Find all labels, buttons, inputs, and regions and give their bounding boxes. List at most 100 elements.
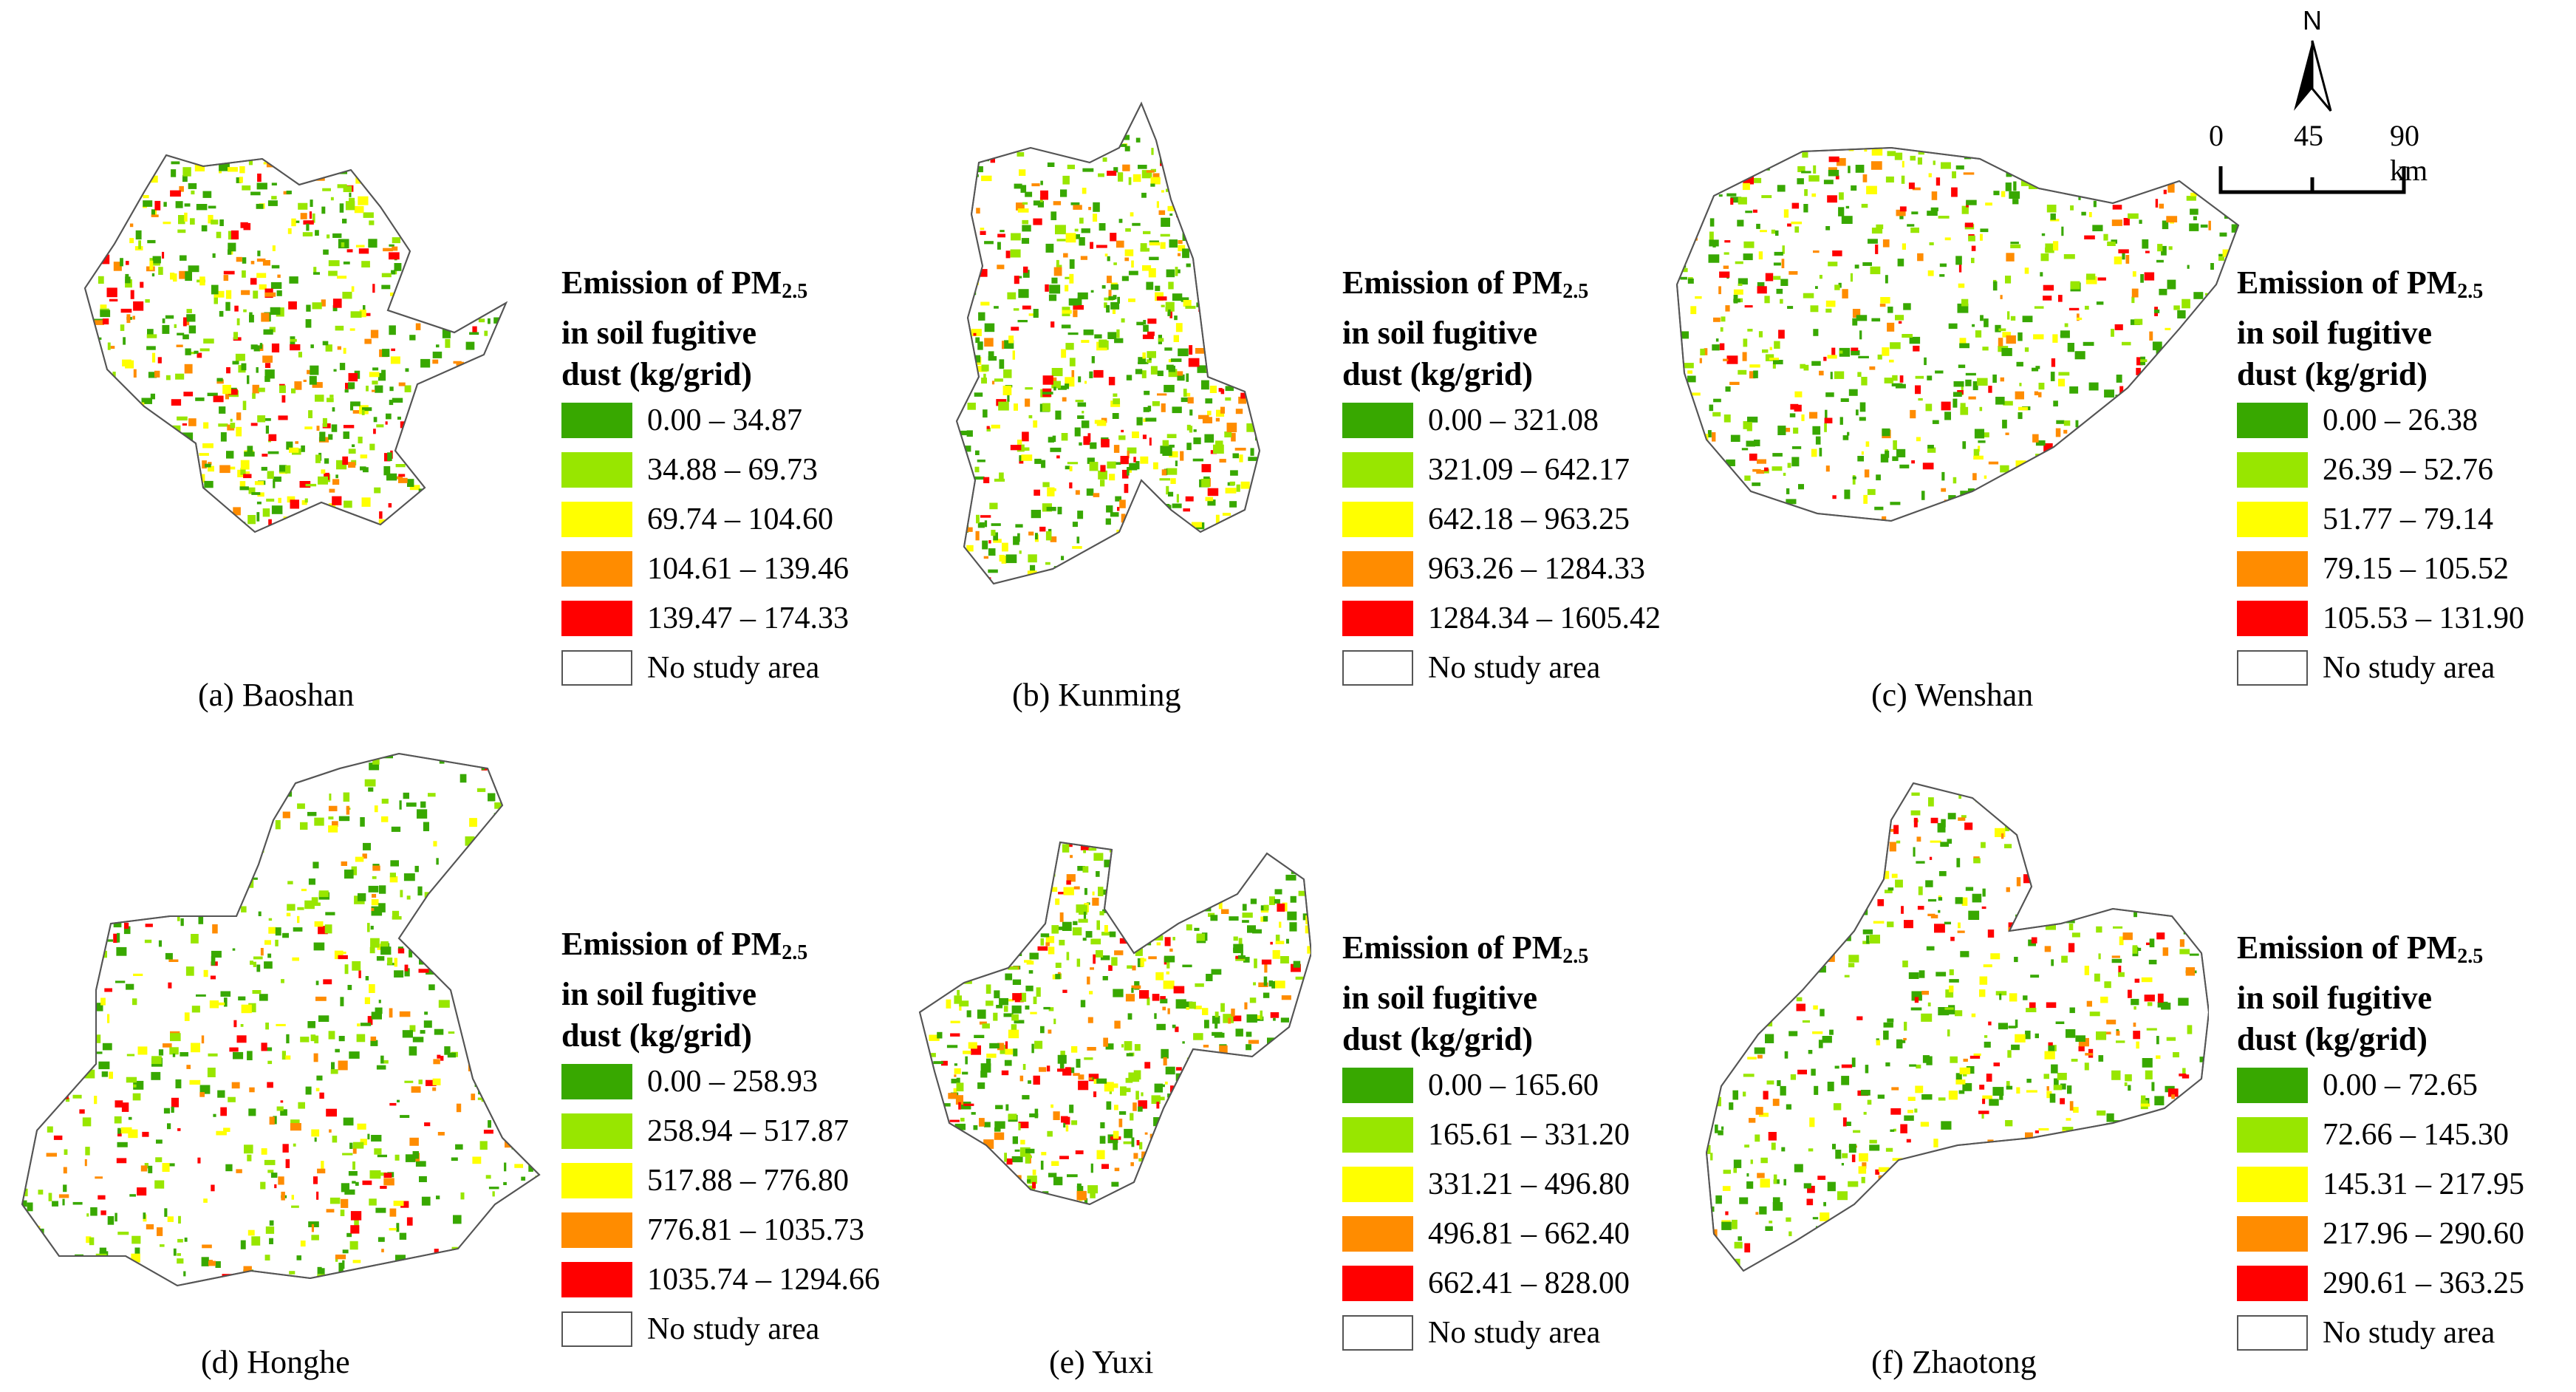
- legend-range: 1284.34 – 1605.42: [1428, 601, 1661, 635]
- legend-title: Emission of PM2.5 in soil fugitive dust (k…: [2237, 929, 2484, 1057]
- legend-swatch: [2237, 1116, 2308, 1153]
- legend-item-class-1: 0.00 – 72.65: [2237, 1060, 2576, 1110]
- legend-zhaotong: Emission of PM2.5 in soil fugitive dust (k…: [2237, 927, 2576, 1357]
- legend-range: 642.18 – 963.25: [1428, 502, 1630, 536]
- legend-swatch-empty: [2237, 1314, 2308, 1351]
- legend-baoshan: Emission of PM2.5 in soil fugitive dust (k…: [561, 262, 975, 692]
- legend-item-class-2: 258.94 – 517.87: [561, 1106, 975, 1156]
- legend-range: 34.88 – 69.73: [647, 452, 818, 487]
- legend-range: 0.00 – 34.87: [647, 403, 802, 437]
- legend-title: Emission of PM2.5 in soil fugitive dust (k…: [1342, 265, 1589, 392]
- legend-range: 331.21 – 496.80: [1428, 1167, 1630, 1201]
- legend-item-class-2: 321.09 – 642.17: [1342, 445, 1756, 494]
- legend-swatch: [561, 402, 632, 438]
- legend-range: 258.94 – 517.87: [647, 1113, 849, 1148]
- legend-swatch: [561, 550, 632, 587]
- legend-range: 217.96 – 290.60: [2323, 1216, 2524, 1251]
- scale-label-90: 90 km: [2390, 119, 2428, 187]
- caption-kunming: (b) Kunming: [1012, 677, 1181, 713]
- legend-no-study-label: No study area: [2323, 1315, 2495, 1350]
- legend-swatch: [2237, 600, 2308, 636]
- legend-range: 321.09 – 642.17: [1428, 452, 1630, 487]
- legend-range: 0.00 – 165.60: [1428, 1068, 1599, 1102]
- legend-title: Emission of PM2.5 in soil fugitive dust (k…: [2237, 265, 2484, 392]
- legend-title: Emission of PM2.5 in soil fugitive dust (k…: [561, 926, 808, 1054]
- legend-range: 290.61 – 363.25: [2323, 1266, 2524, 1300]
- legend-swatch-empty: [2237, 649, 2308, 686]
- legend-swatch: [1342, 1166, 1413, 1202]
- legend-item-class-3: 51.77 – 79.14: [2237, 494, 2576, 544]
- map-wenshan: [1675, 146, 2240, 522]
- legend-item-class-3: 331.21 – 496.80: [1342, 1159, 1756, 1209]
- legend-range: 79.15 – 105.52: [2323, 551, 2509, 586]
- legend-no-study-label: No study area: [1428, 650, 1601, 685]
- legend-item-class-5: 139.47 – 174.33: [561, 593, 975, 643]
- legend-item-class-5: 105.53 – 131.90: [2237, 593, 2576, 643]
- legend-range: 0.00 – 72.65: [2323, 1068, 2478, 1102]
- legend-swatch: [2237, 1166, 2308, 1202]
- legend-item-class-3: 517.88 – 776.80: [561, 1156, 975, 1205]
- legend-wenshan: Emission of PM2.5 in soil fugitive dust (k…: [2237, 262, 2576, 692]
- scale-label-0: 0: [2209, 119, 2224, 152]
- legend-item-no-study-area: No study area: [561, 643, 975, 692]
- legend-kunming: Emission of PM2.5 in soil fugitive dust (k…: [1342, 262, 1756, 692]
- legend-swatch-empty: [561, 1311, 632, 1347]
- legend-item-class-5: 290.61 – 363.25: [2237, 1258, 2576, 1308]
- legend-swatch: [2237, 451, 2308, 488]
- legend-range: 69.74 – 104.60: [647, 502, 833, 536]
- legend-item-no-study-area: No study area: [561, 1304, 975, 1354]
- legend-range: 0.00 – 321.08: [1428, 403, 1599, 437]
- legend-range: 662.41 – 828.00: [1428, 1266, 1630, 1300]
- legend-no-study-label: No study area: [647, 1311, 820, 1346]
- map-yuxi: [918, 841, 1311, 1206]
- legend-swatch: [1342, 402, 1413, 438]
- legend-swatch-empty: [561, 649, 632, 686]
- map-honghe: [21, 752, 541, 1287]
- legend-range: 496.81 – 662.40: [1428, 1216, 1630, 1251]
- legend-swatch: [1342, 1215, 1413, 1252]
- legend-title: Emission of PM2.5 in soil fugitive dust (k…: [1342, 929, 1589, 1057]
- caption-zhaotong: (f) Zhaotong: [1871, 1344, 2037, 1380]
- caption-yuxi: (e) Yuxi: [1049, 1344, 1154, 1380]
- legend-item-class-1: 0.00 – 258.93: [561, 1057, 975, 1106]
- legend-swatch: [2237, 402, 2308, 438]
- legend-swatch: [1342, 600, 1413, 636]
- legend-yuxi: Emission of PM2.5 in soil fugitive dust (k…: [1342, 927, 1756, 1357]
- legend-range: 1035.74 – 1294.66: [647, 1262, 880, 1297]
- legend-range: 165.61 – 331.20: [1428, 1117, 1630, 1152]
- legend-item-class-4: 496.81 – 662.40: [1342, 1209, 1756, 1258]
- legend-item-class-1: 0.00 – 165.60: [1342, 1060, 1756, 1110]
- legend-range: 26.39 – 52.76: [2323, 452, 2493, 487]
- scale-label-45: 45: [2294, 119, 2323, 152]
- legend-swatch: [2237, 550, 2308, 587]
- legend-item-class-2: 34.88 – 69.73: [561, 445, 975, 494]
- legend-swatch: [561, 1113, 632, 1149]
- legend-swatch-empty: [1342, 649, 1413, 686]
- legend-range: 72.66 – 145.30: [2323, 1117, 2509, 1152]
- legend-item-class-4: 217.96 – 290.60: [2237, 1209, 2576, 1258]
- legend-range: 776.81 – 1035.73: [647, 1212, 864, 1247]
- legend-swatch: [1342, 451, 1413, 488]
- legend-swatch: [2237, 1215, 2308, 1252]
- legend-swatch: [1342, 1116, 1413, 1153]
- legend-swatch: [2237, 1067, 2308, 1103]
- legend-item-no-study-area: No study area: [1342, 643, 1756, 692]
- legend-swatch: [561, 600, 632, 636]
- legend-range: 105.53 – 131.90: [2323, 601, 2524, 635]
- legend-range: 0.00 – 26.38: [2323, 403, 2478, 437]
- legend-item-no-study-area: No study area: [2237, 643, 2576, 692]
- legend-range: 139.47 – 174.33: [647, 601, 849, 635]
- caption-honghe: (d) Honghe: [201, 1344, 350, 1380]
- legend-no-study-label: No study area: [2323, 650, 2495, 685]
- legend-range: 963.26 – 1284.33: [1428, 551, 1645, 586]
- legend-item-class-3: 145.31 – 217.95: [2237, 1159, 2576, 1209]
- caption-wenshan: (c) Wenshan: [1871, 677, 2034, 713]
- legend-item-class-1: 0.00 – 34.87: [561, 395, 975, 445]
- scale-bar-line: [2218, 166, 2406, 194]
- legend-item-class-4: 79.15 – 105.52: [2237, 544, 2576, 593]
- map-kunming: [955, 101, 1261, 585]
- legend-range: 51.77 – 79.14: [2323, 502, 2493, 536]
- legend-swatch: [1342, 550, 1413, 587]
- legend-swatch-empty: [1342, 1314, 1413, 1351]
- legend-swatch: [1342, 1265, 1413, 1301]
